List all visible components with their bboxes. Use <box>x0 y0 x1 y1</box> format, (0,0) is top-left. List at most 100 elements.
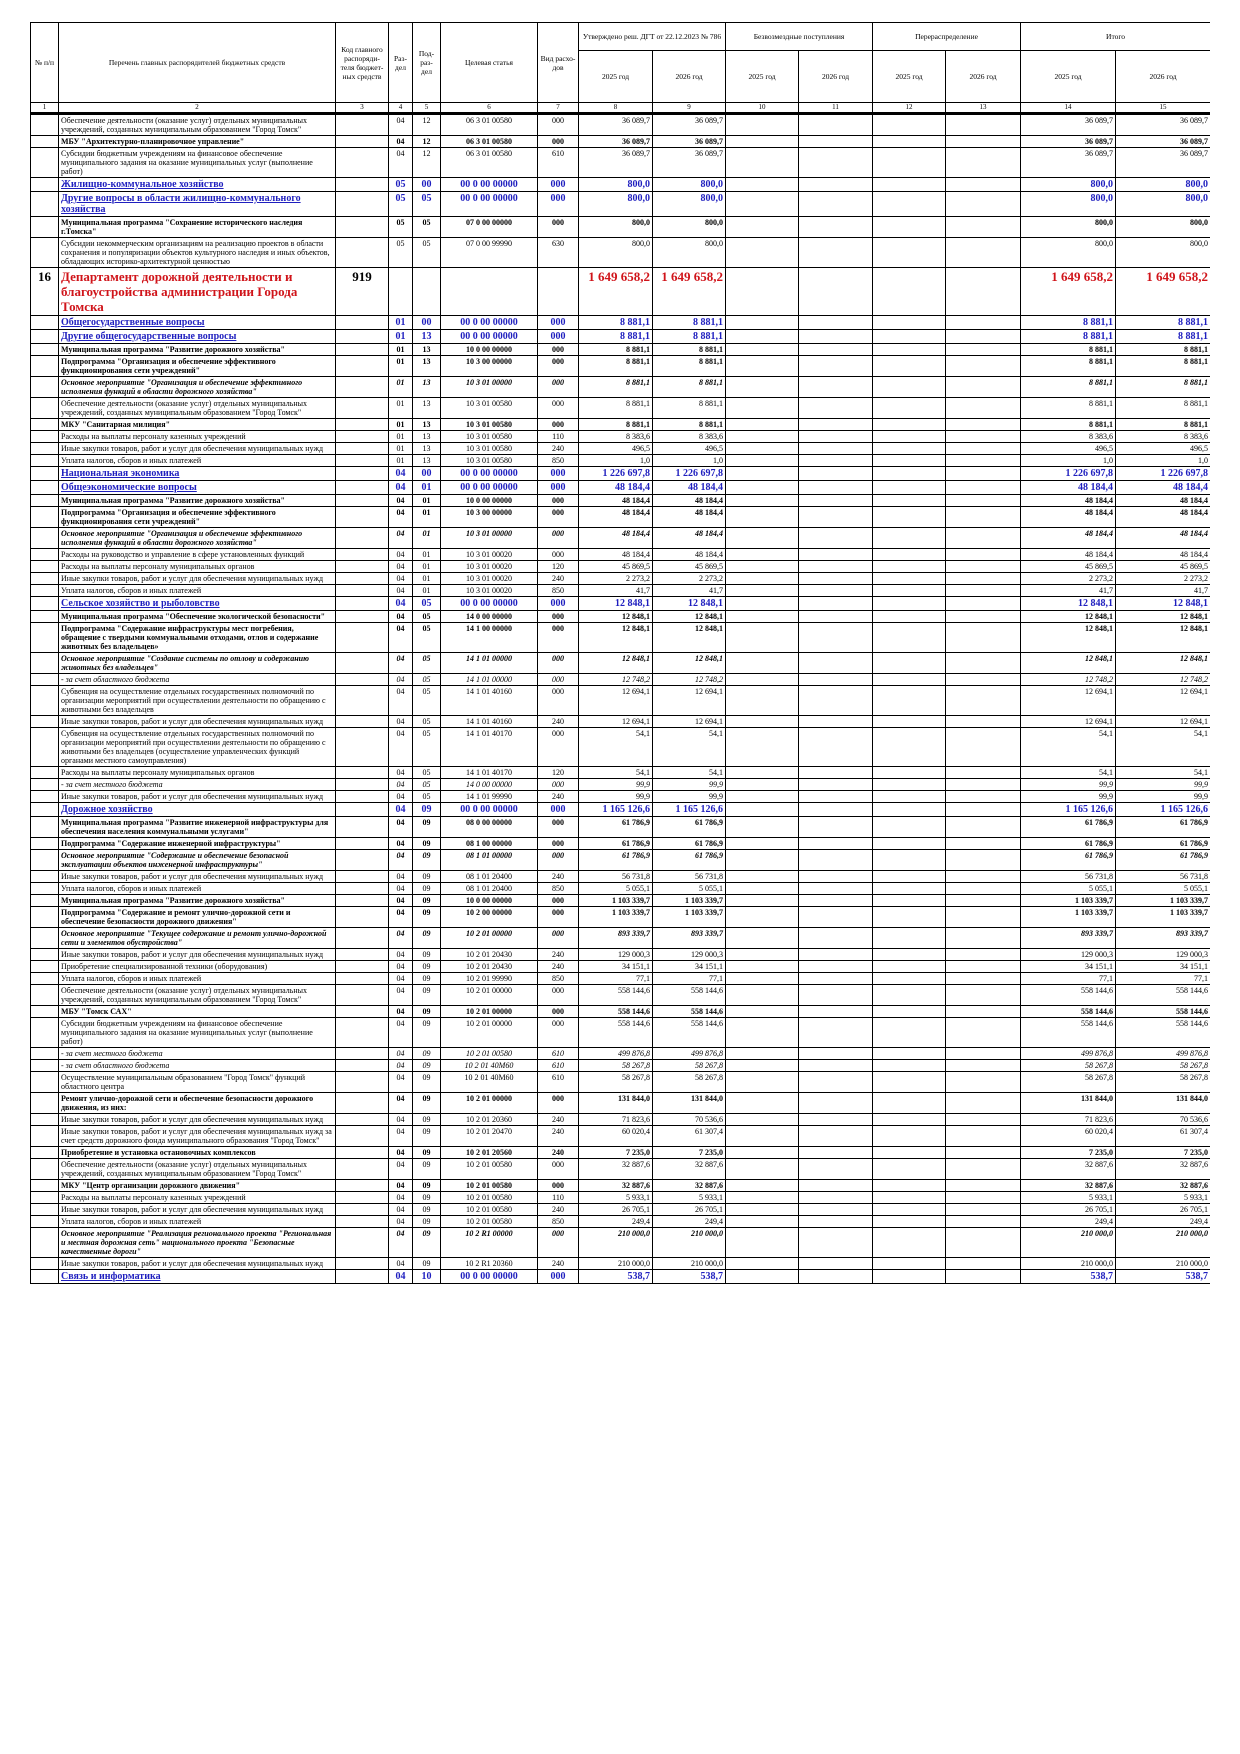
table-cell: 08 1 01 20400 <box>440 882 538 895</box>
table-cell <box>798 355 874 377</box>
row-name: Подпрограмма "Организация и обеспечение … <box>58 506 336 528</box>
table-body: Обеспечение деятельности (оказание услуг… <box>30 113 1210 1284</box>
header-cell: Вид расхо-дов <box>537 22 579 103</box>
table-cell: 07 0 00 00000 <box>440 216 538 238</box>
table-cell: 01 <box>412 494 441 507</box>
table-cell: 41,7 <box>1020 584 1117 597</box>
table-cell: 8 881,1 <box>1115 376 1210 398</box>
table-cell <box>30 584 59 597</box>
table-cell: 240 <box>537 1125 579 1147</box>
table-cell: 26 705,1 <box>651 1203 727 1216</box>
table-cell: 05 <box>388 237 413 268</box>
table-cell <box>872 673 947 686</box>
table-cell: 5 933,1 <box>578 1191 653 1204</box>
table-cell <box>725 610 800 623</box>
table-cell: 8 881,1 <box>1020 376 1117 398</box>
table-cell <box>30 1257 59 1270</box>
table-cell: 56 731,8 <box>651 870 727 883</box>
row-name: Обеспечение деятельности (оказание услуг… <box>58 397 336 419</box>
table-row: Осуществление муниципальным образованием… <box>30 1071 1210 1093</box>
table-cell <box>30 1005 59 1018</box>
table-cell <box>30 177 59 192</box>
table-cell: 00 <box>412 315 441 330</box>
table-row: Общегосударственные вопросы 01 00 00 0 00 0… <box>30 315 1210 330</box>
header-row: 2025 год 2026 год 2025 год 2026 год 2025 год… <box>31 50 1210 103</box>
table-cell: 249,4 <box>578 1215 653 1228</box>
row-name: Расходы на выплаты персоналу муниципальн… <box>58 560 336 573</box>
table-cell: 10 2 01 99990 <box>440 972 538 985</box>
table-cell: 00 0 00 00000 <box>440 191 538 217</box>
table-cell: 09 <box>412 1158 441 1180</box>
table-cell: 58 267,8 <box>1115 1059 1210 1072</box>
table-cell <box>798 1257 874 1270</box>
table-cell <box>945 113 1022 136</box>
table-cell: 800,0 <box>1115 216 1210 238</box>
header-cell: Итого <box>1020 22 1210 51</box>
table-cell: 14 1 01 40160 <box>440 685 538 716</box>
table-cell <box>945 1125 1022 1147</box>
table-cell: 850 <box>537 454 579 467</box>
table-cell <box>945 343 1022 356</box>
table-cell <box>30 849 59 871</box>
table-cell: 54,1 <box>651 727 727 767</box>
table-cell <box>798 610 874 623</box>
table-cell: 1 226 697,8 <box>651 466 727 481</box>
table-cell: 77,1 <box>1020 972 1117 985</box>
table-cell: 09 <box>412 1017 441 1048</box>
table-cell <box>945 849 1022 871</box>
table-cell <box>872 466 947 481</box>
table-cell: 850 <box>537 972 579 985</box>
table-cell <box>335 894 389 907</box>
table-cell <box>30 1059 59 1072</box>
table-cell <box>725 927 800 949</box>
table-cell: 61 786,9 <box>578 837 653 850</box>
table-cell: 48 184,4 <box>651 494 727 507</box>
table-cell: 26 705,1 <box>578 1203 653 1216</box>
table-cell <box>725 1047 800 1060</box>
table-cell <box>872 494 947 507</box>
table-cell: 04 <box>388 960 413 973</box>
table-cell: 850 <box>537 584 579 597</box>
table-cell: 000 <box>537 622 579 653</box>
table-row: Подпрограмма "Содержание инфраструктуры … <box>30 622 1210 653</box>
table-cell: 10 2 R1 00000 <box>440 1227 538 1258</box>
table-cell <box>945 610 1022 623</box>
row-name: Муниципальная программа "Сохранение исто… <box>58 216 336 238</box>
table-cell: 04 <box>388 466 413 481</box>
table-cell <box>945 147 1022 178</box>
table-cell: 06 3 01 00580 <box>440 147 538 178</box>
table-cell: 48 184,4 <box>651 506 727 528</box>
header-row: № п/п Перечень главных распорядителей бю… <box>30 22 1210 103</box>
table-cell <box>872 837 947 850</box>
table-cell <box>798 622 874 653</box>
table-cell: 8 881,1 <box>1020 355 1117 377</box>
table-cell: 04 <box>388 548 413 561</box>
table-cell: 2 273,2 <box>1115 572 1210 585</box>
table-cell <box>798 466 874 481</box>
table-cell: 1 226 697,8 <box>1115 466 1210 481</box>
table-cell <box>872 135 947 148</box>
table-cell <box>30 766 59 779</box>
table-cell: 1 165 126,6 <box>578 802 653 817</box>
table-cell: 129 000,3 <box>651 948 727 961</box>
table-cell <box>798 1146 874 1159</box>
table-cell: 13 <box>412 397 441 419</box>
table-cell: 01 <box>388 442 413 455</box>
table-cell: 000 <box>537 216 579 238</box>
table-cell <box>945 191 1022 217</box>
table-cell <box>30 715 59 728</box>
table-cell: 34 151,1 <box>651 960 727 973</box>
table-cell: 10 2 01 00580 <box>440 1179 538 1192</box>
table-cell: 7 235,0 <box>651 1146 727 1159</box>
table-cell: 99,9 <box>1020 790 1117 803</box>
table-cell: 54,1 <box>1020 727 1117 767</box>
table-cell <box>872 972 947 985</box>
table-cell: 01 <box>412 584 441 597</box>
table-cell <box>872 1227 947 1258</box>
table-row: Другие вопросы в области жилищно-коммуна… <box>30 191 1210 217</box>
table-cell <box>725 527 800 549</box>
row-name: Муниципальная программа "Развитие инжене… <box>58 816 336 838</box>
table-cell <box>725 882 800 895</box>
table-cell: 45 869,5 <box>1020 560 1117 573</box>
table-row: Муниципальная программа "Сохранение исто… <box>30 216 1210 238</box>
